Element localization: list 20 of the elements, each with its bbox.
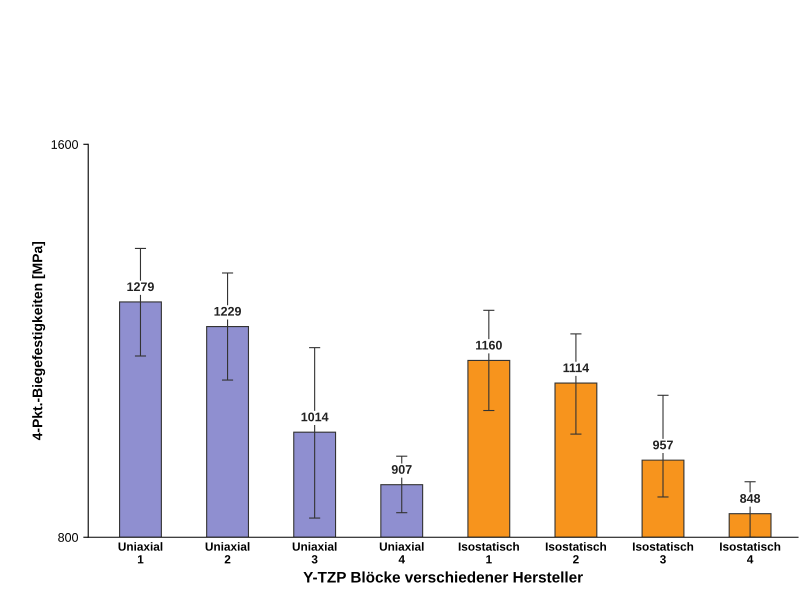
x-tick-label: Uniaxial 2 (206, 542, 250, 564)
y-tick-label: 1600 (52, 140, 78, 149)
data-label: 1229 (214, 306, 242, 316)
x-tick-label: Isostatisch 1 (458, 542, 519, 564)
x-tick-label: Uniaxial 3 (292, 542, 336, 564)
y-tick-label: 800 (58, 533, 78, 542)
data-label: 957 (653, 440, 673, 450)
x-tick-label: Isostatisch 3 (632, 542, 694, 564)
data-label: 848 (740, 494, 760, 503)
data-label: 907 (392, 465, 412, 474)
x-tick-label: Uniaxial 1 (118, 542, 162, 564)
data-label: 1014 (302, 412, 328, 422)
data-label: 1279 (127, 282, 154, 292)
x-tick-label: Isostatisch 2 (546, 542, 606, 564)
data-label: 1160 (476, 340, 502, 350)
data-label: 1114 (563, 363, 590, 372)
x-tick-label: Isostatisch 4 (720, 542, 780, 564)
x-axis-title: Y-TZP Blöcke verschiedener Hersteller (303, 571, 583, 583)
x-tick-label: Uniaxial 4 (380, 542, 424, 564)
y-axis-title: 4-Pkt.-Biegefestigkeiten [MPa] (32, 242, 46, 440)
